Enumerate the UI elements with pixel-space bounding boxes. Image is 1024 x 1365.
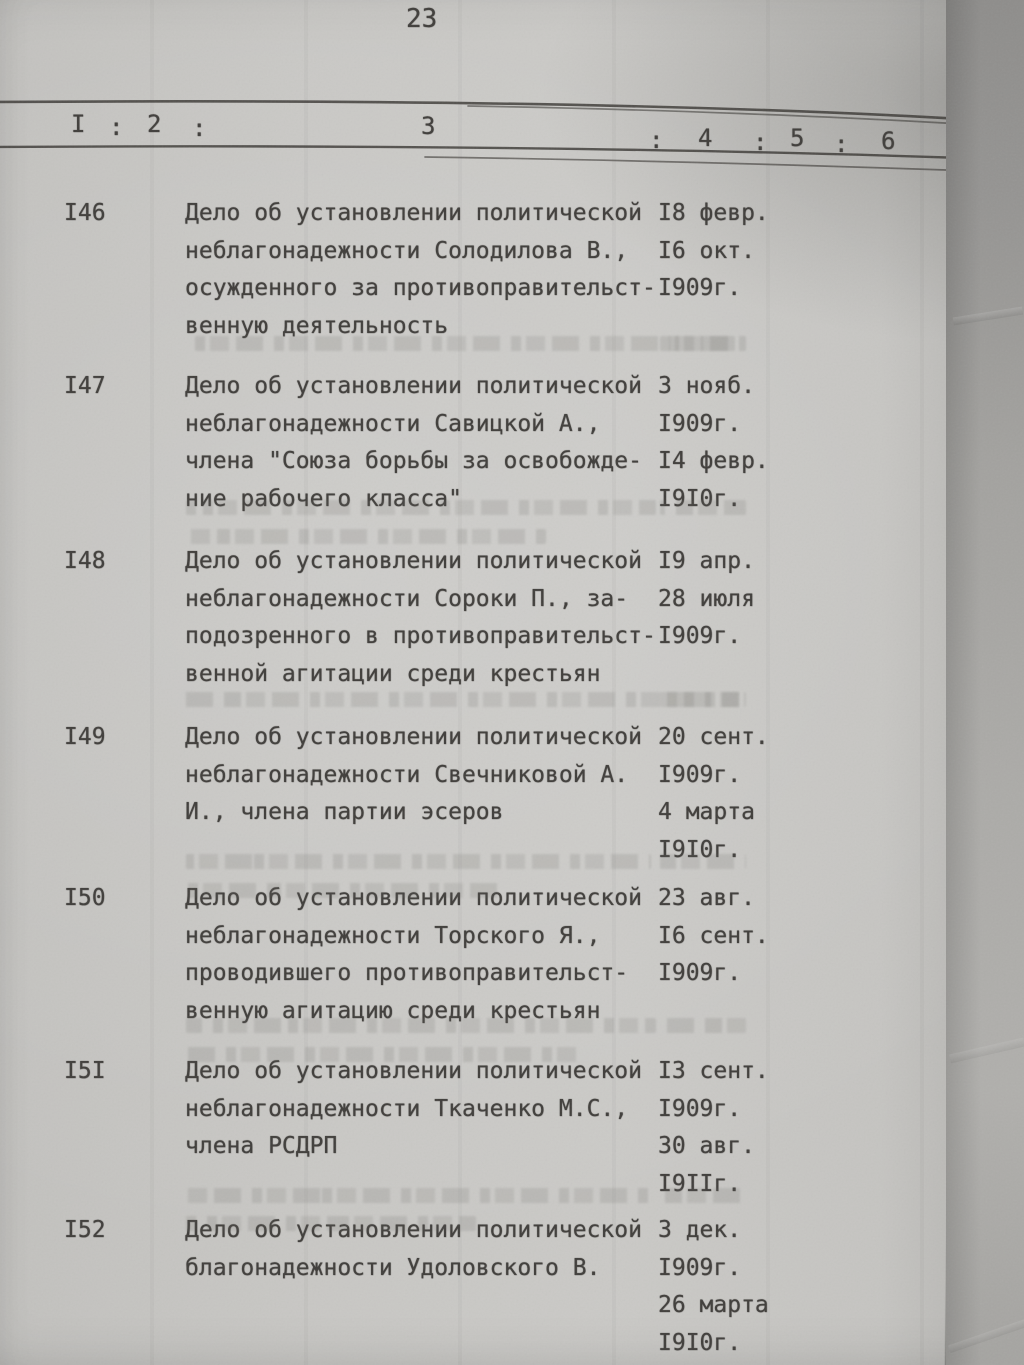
description-line: неблагонадежности Савицкой А., <box>185 410 601 437</box>
column-number: 3 <box>421 112 436 140</box>
description-line: члена РСДРП <box>185 1133 338 1159</box>
description-line: Дело об установлении политической <box>185 373 642 399</box>
bleed-through-line <box>660 1188 746 1203</box>
case-description: Дело об установлении политической неблаго… <box>185 195 660 345</box>
case-description: Дело об установлении политической неблаго… <box>185 880 660 1030</box>
date-line: I909г. <box>658 1095 742 1122</box>
date-line: 20 сент. <box>658 724 769 750</box>
date-line: 26 марта <box>658 1292 769 1318</box>
bleed-through-line <box>660 500 746 515</box>
column-number: 2 <box>147 110 162 138</box>
case-description: Дело об установлении политической неблаго… <box>185 368 660 518</box>
case-dates: I8 февр. I6 окт. I909г. <box>658 195 828 308</box>
description-line: неблагонадежности Сороки П., за- <box>185 585 629 612</box>
case-number: I52 <box>64 1217 106 1243</box>
description-line: неблагонадежности Торского Я., <box>185 922 601 949</box>
column-separator: : <box>109 113 124 141</box>
bleed-through-line <box>186 1188 651 1203</box>
case-number: I5I <box>64 1058 106 1084</box>
date-line: 23 авг. <box>658 885 755 911</box>
date-line: I8 февр. <box>658 200 769 226</box>
case-description: Дело об установлении политической неблаго… <box>185 543 660 693</box>
description-line: проводившего противоправительст- <box>185 960 629 986</box>
description-line: благонадежности Удоловского В. <box>185 1254 601 1281</box>
table-header-rules <box>0 100 965 172</box>
column-number: 5 <box>790 124 805 152</box>
case-number: I48 <box>64 548 106 574</box>
case-dates: 23 авг. I6 сент. I909г. <box>658 880 828 993</box>
column-separator: : <box>649 126 664 154</box>
description-line: неблагонадежности Свечниковой А. <box>185 761 629 788</box>
date-line: I909г. <box>658 761 742 788</box>
description-line: Дело об установлении политической <box>185 548 642 574</box>
description-line: венной агитации среди крестьян <box>185 660 601 687</box>
description-line: Дело об установлении политической <box>185 200 642 226</box>
description-line: члена "Союза борьбы за освобожде- <box>185 448 642 474</box>
column-number: 6 <box>881 127 896 155</box>
case-dates: I9 апр. 28 июля I909г. <box>658 543 828 656</box>
description-line: осужденного за противоправительст- <box>185 275 656 301</box>
date-line: 30 авг. <box>658 1133 755 1159</box>
bleed-through-line <box>660 692 746 707</box>
bleed-through-line <box>186 1216 476 1231</box>
column-separator: : <box>753 128 768 156</box>
case-dates: 20 сент. I909г. 4 марта I9I0г. <box>658 719 828 869</box>
bleed-through-line <box>186 529 546 544</box>
description-line: подозренного в противоправительст- <box>185 623 656 649</box>
description-line: неблагонадежности Солодилова В., <box>185 237 629 264</box>
date-line: I6 окт. <box>658 237 755 264</box>
page-margin-shadow <box>946 0 1024 1365</box>
bleed-through-line <box>660 336 746 351</box>
bleed-through-line <box>660 1018 746 1033</box>
bleed-through-line <box>186 883 506 898</box>
date-line: I909г. <box>658 623 742 649</box>
date-line: I9I0г. <box>658 1329 742 1356</box>
case-dates: I3 сент. I909г. 30 авг. I9IIг. <box>658 1053 828 1203</box>
bleed-through-line <box>186 1047 581 1062</box>
description-line: Дело об установлении политической <box>185 724 642 750</box>
date-line: I9 апр. <box>658 548 755 574</box>
date-line: 3 дек. <box>658 1217 742 1243</box>
case-number: I49 <box>64 724 106 750</box>
bleed-through-line <box>186 854 651 869</box>
date-line: I909г. <box>658 410 742 437</box>
date-line: 28 июля <box>658 585 755 612</box>
date-line: I4 февр. <box>658 448 769 474</box>
bleed-through-line <box>186 1018 656 1033</box>
description-line: И., члена партии эсеров <box>185 799 504 825</box>
date-line: I6 сент. <box>658 922 769 949</box>
case-dates: 3 дек. I909г. 26 марта I9I0г. <box>658 1212 828 1362</box>
date-line: I3 сент. <box>658 1058 769 1084</box>
page-number: 23 <box>406 4 438 34</box>
case-number: I46 <box>64 200 106 226</box>
case-description: Дело об установлении политической неблаго… <box>185 1053 660 1166</box>
case-number: I47 <box>64 373 106 399</box>
date-line: I909г. <box>658 275 742 301</box>
date-line: I909г. <box>658 960 742 986</box>
bleed-through-line <box>180 692 740 707</box>
bleed-through-line <box>186 500 656 515</box>
case-number: I50 <box>64 885 106 911</box>
date-line: I909г. <box>658 1254 742 1281</box>
date-line: 3 нояб. <box>658 373 755 399</box>
case-description: Дело об установлении политической неблаго… <box>185 719 660 832</box>
date-line: 4 марта <box>658 799 755 825</box>
column-separator: : <box>192 114 207 142</box>
column-separator: : <box>834 130 849 158</box>
description-line: неблагонадежности Ткаченко М.С., <box>185 1095 629 1122</box>
case-dates: 3 нояб. I909г. I4 февр. I9I0г. <box>658 368 828 518</box>
column-number: 4 <box>698 124 713 152</box>
bleed-through-line <box>660 854 746 869</box>
column-number: I <box>71 110 86 138</box>
bleed-through-line <box>195 336 735 351</box>
